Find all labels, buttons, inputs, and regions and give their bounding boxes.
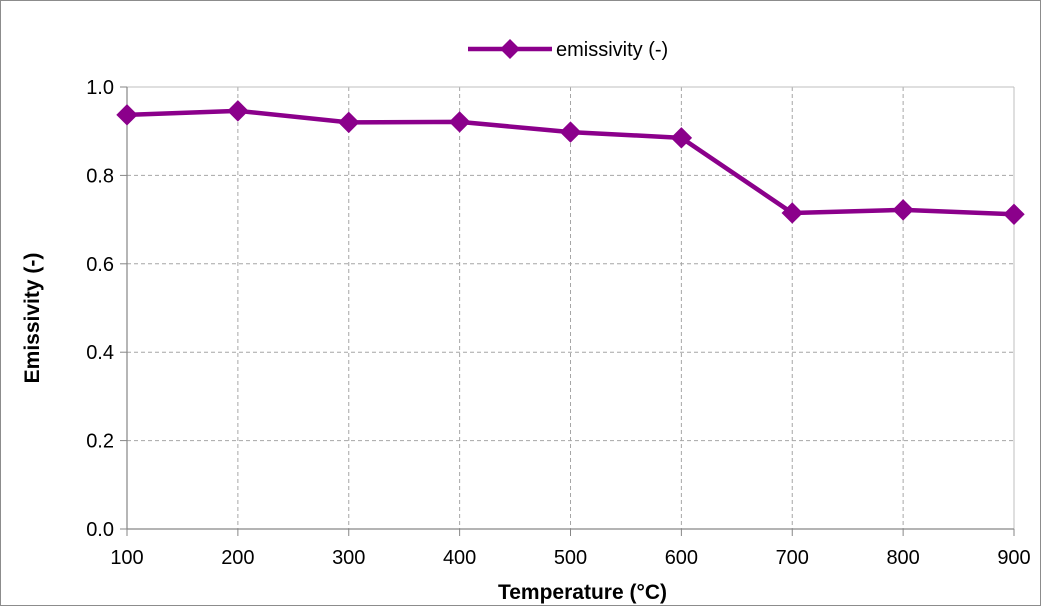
data-point-marker [448,111,471,133]
data-point-marker [781,202,803,224]
data-point-marker [116,104,138,126]
tick-labels: 0.0 0.2 0.4 0.6 0.8 1.0 100 200 300 400 500 600 700 8… [86,77,1031,569]
y-tick-label: 0.6 [86,254,114,276]
y-tick-label: 1.0 [86,77,114,99]
data-point-marker [1003,203,1025,226]
y-axis-title: Emissivity (-) [21,253,44,384]
data-point-marker [892,199,914,221]
y-tick-label: 0.2 [86,431,114,453]
x-tick-label: 700 [776,547,809,569]
x-tick-label: 200 [221,547,254,569]
axes [120,86,1015,536]
legend: emissivity (-) [468,39,668,61]
data-point-marker [227,100,249,122]
series [116,100,1025,226]
legend-label: emissivity (-) [556,39,668,61]
legend-diamond-marker [500,39,520,59]
y-tick-label: 0.8 [86,165,114,187]
x-tick-label: 600 [665,547,698,569]
x-axis-title: Temperature (°C) [498,581,667,604]
x-tick-label: 300 [332,547,365,569]
grid [127,86,1015,529]
y-tick-label: 0.4 [86,342,114,364]
y-tick-label: 0.0 [86,519,114,541]
x-tick-label: 500 [554,547,587,569]
data-point-marker [338,111,360,134]
x-tick-label: 800 [886,547,919,569]
data-point-marker [559,121,582,143]
x-tick-label: 900 [997,547,1030,569]
x-tick-label: 400 [443,547,476,569]
data-point-marker [670,127,693,149]
x-tick-label: 100 [110,547,143,569]
